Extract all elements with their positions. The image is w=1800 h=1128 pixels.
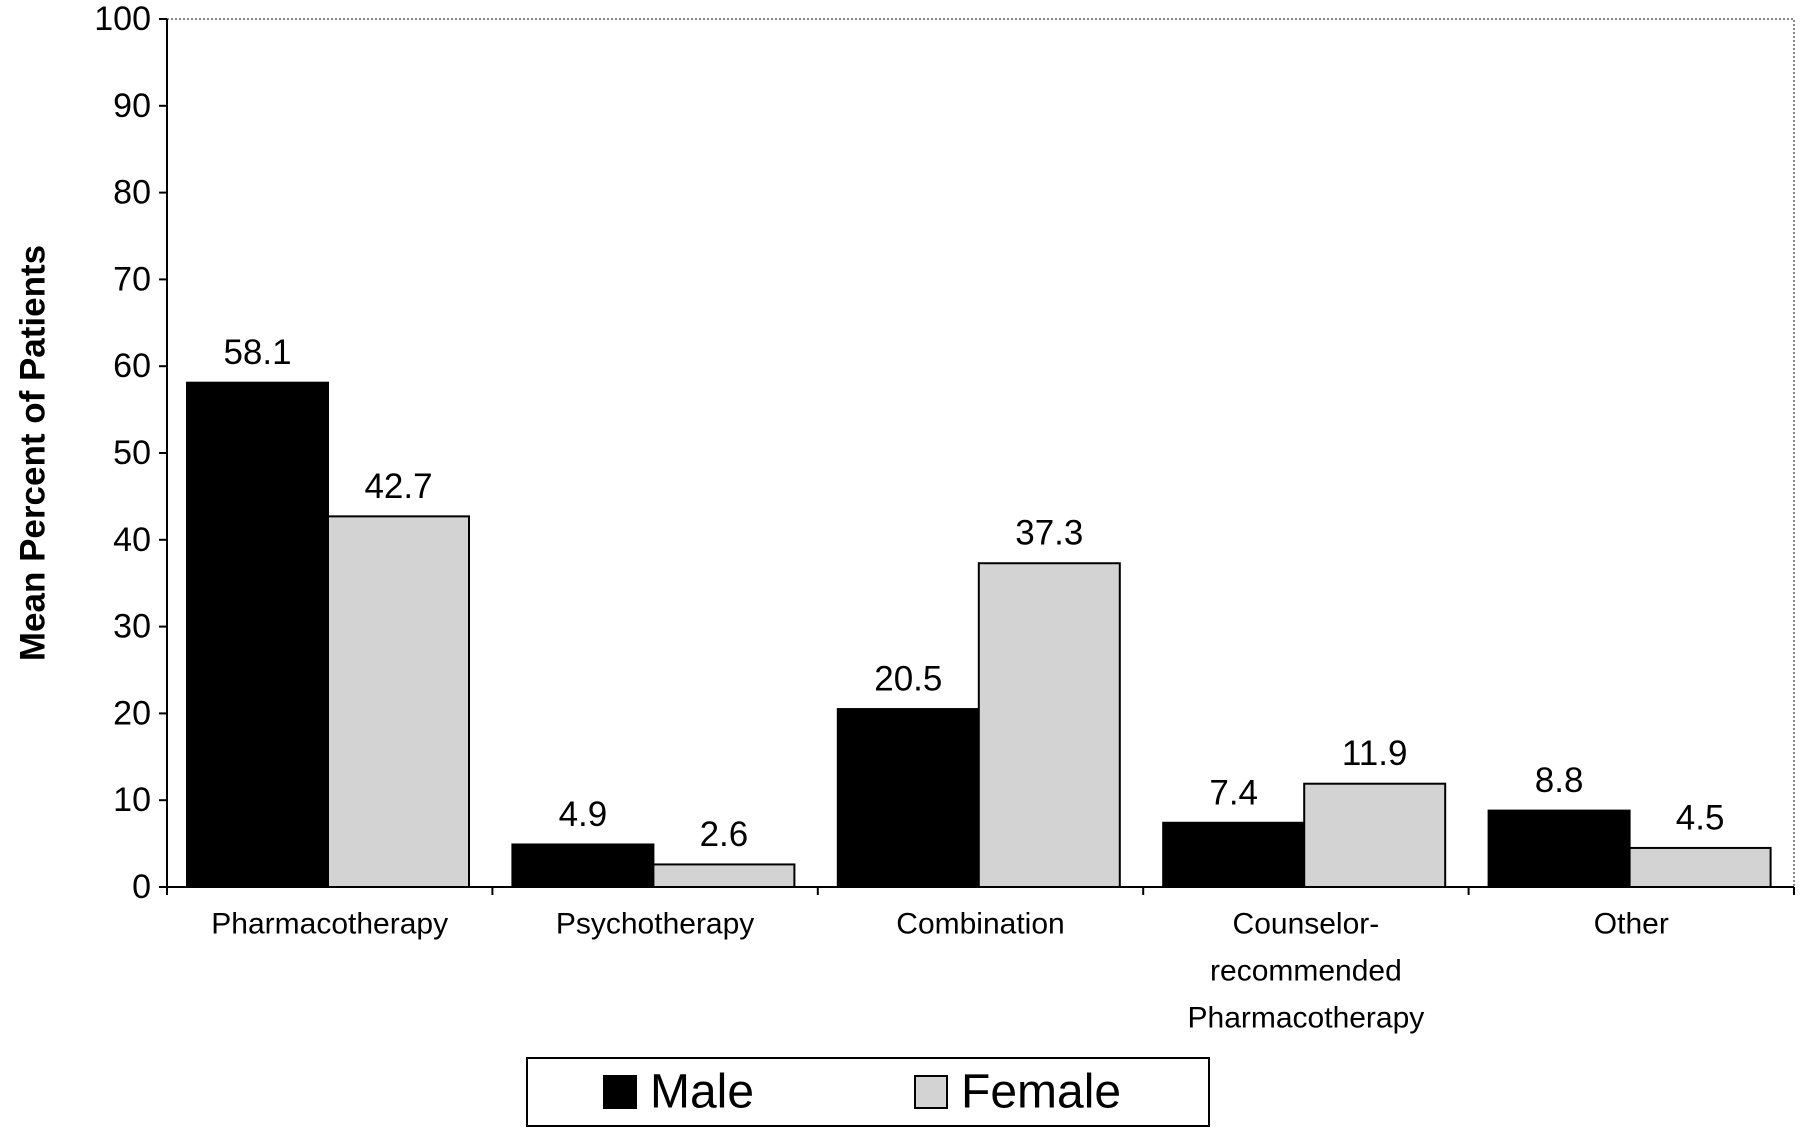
y-tick-label: 30: [113, 608, 151, 646]
y-tick-label: 20: [113, 694, 151, 732]
y-tick-label: 70: [113, 260, 151, 298]
data-label: 20.5: [874, 660, 942, 699]
x-category-label: Pharmacotherapy: [1188, 1002, 1425, 1035]
data-label: 4.5: [1676, 798, 1725, 837]
bar-male: [1487, 809, 1631, 889]
y-tick-label: 60: [113, 347, 151, 385]
bar-female: [1303, 782, 1447, 889]
legend: Male Female: [526, 1057, 1210, 1127]
bar-female: [977, 562, 1121, 889]
y-tick-label: 10: [113, 781, 151, 819]
y-axis-label: Mean Percent of Patients: [13, 245, 52, 661]
y-axis: 0 10 20 30 40 50 60 70 80 90 100: [94, 0, 168, 906]
data-label: 42.7: [364, 467, 432, 506]
x-category-label: Combination: [896, 908, 1064, 941]
y-tick-label: 40: [113, 521, 151, 559]
y-tick-label: 90: [113, 87, 151, 125]
bar-male: [836, 708, 980, 888]
legend-label-female: Female: [961, 1066, 1121, 1119]
x-category-label: Counselor-: [1233, 908, 1380, 941]
bars: 58.1 42.7 4.9 2.6 20.5 37.3 7.4 11.9 8.8 4.5: [186, 333, 1772, 889]
data-label: 11.9: [1342, 734, 1408, 773]
data-label: 4.9: [559, 795, 608, 834]
bar-male: [511, 843, 655, 889]
data-label: 7.4: [1209, 773, 1258, 812]
bar-male: [1162, 821, 1306, 889]
bar-female: [652, 863, 796, 889]
x-category-label: Other: [1594, 908, 1669, 941]
y-tick-label: 80: [113, 174, 151, 212]
y-tick-label: 50: [113, 434, 151, 472]
data-label: 2.6: [700, 815, 749, 854]
x-axis: Pharmacotherapy Psychotherapy Combination C…: [166, 886, 1795, 1035]
bar-male: [186, 381, 329, 888]
legend-box: [526, 1057, 1210, 1127]
x-category-label: Pharmacotherapy: [211, 908, 448, 941]
bar-female: [327, 515, 470, 888]
x-category-label: recommended: [1210, 955, 1402, 988]
x-category-label: Psychotherapy: [556, 908, 754, 941]
data-label: 8.8: [1535, 761, 1584, 800]
bar-female: [1628, 846, 1772, 889]
legend-swatch-male: [603, 1075, 637, 1109]
legend-swatch-female: [914, 1075, 948, 1109]
legend-label-male: Male: [650, 1066, 754, 1119]
y-tick-label: 100: [94, 0, 151, 38]
data-label: 37.3: [1015, 514, 1083, 553]
y-tick-label: 0: [132, 868, 151, 906]
data-label: 58.1: [223, 333, 291, 372]
